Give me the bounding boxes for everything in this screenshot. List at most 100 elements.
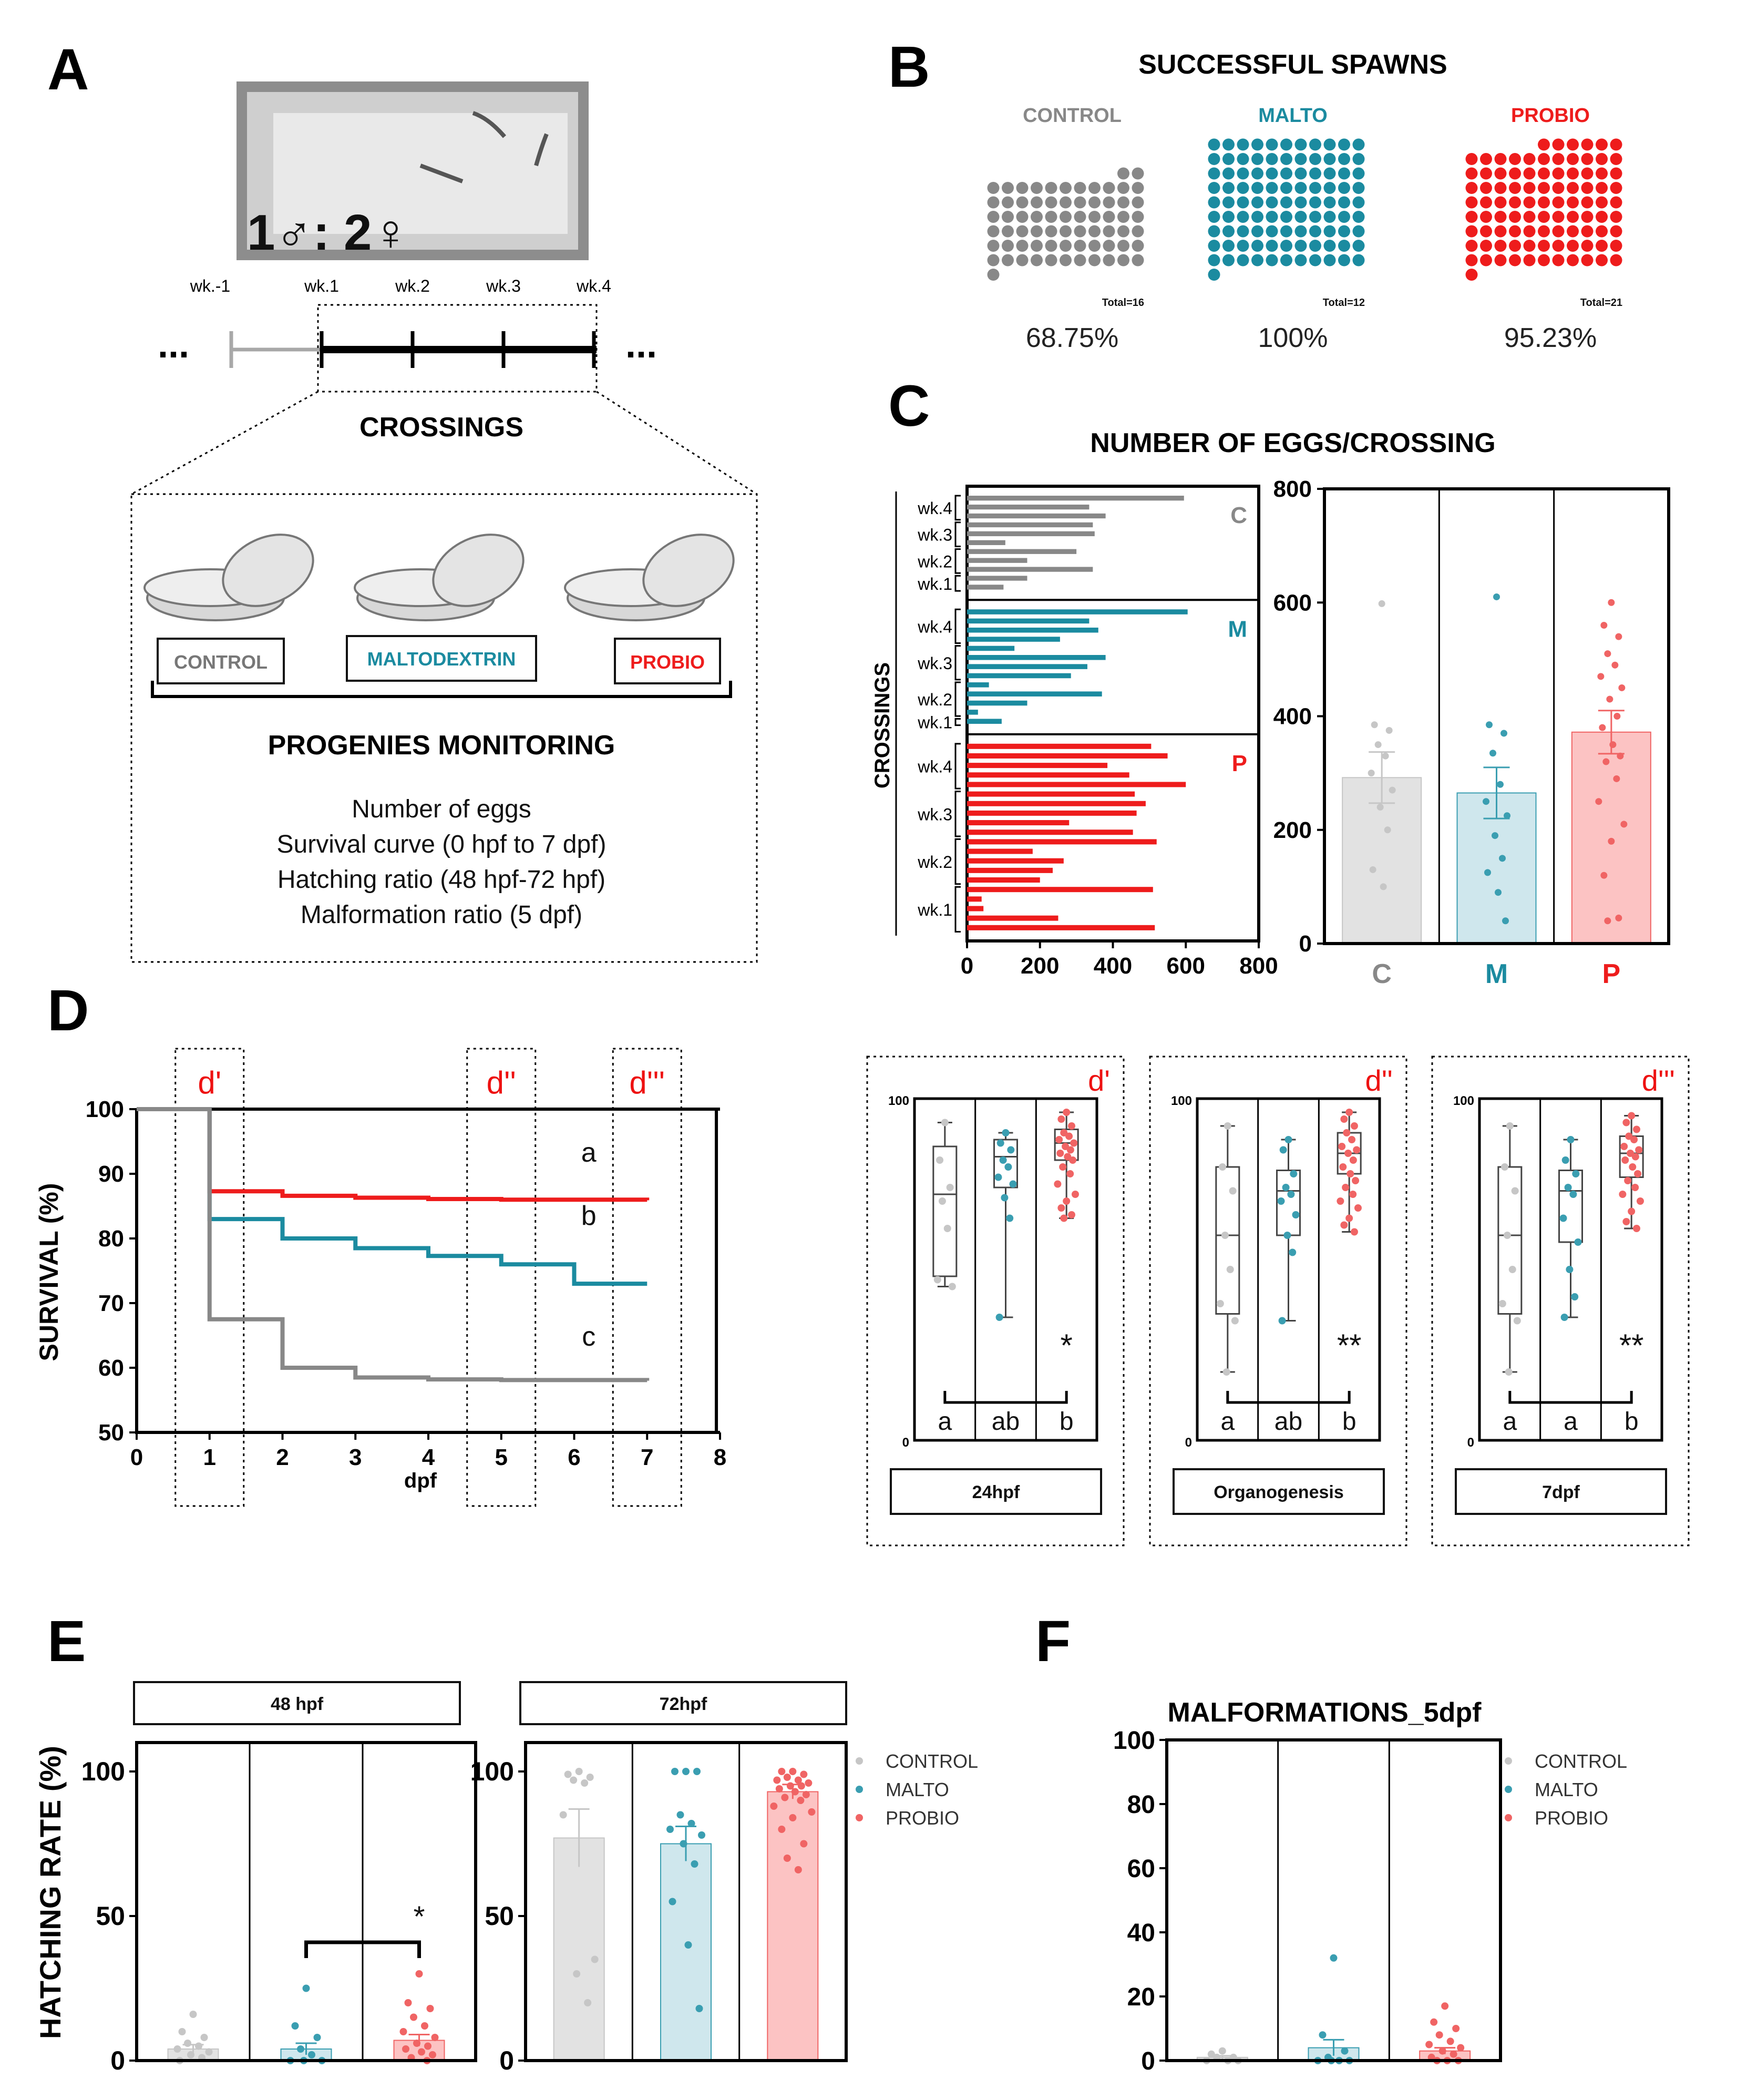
waffle-dot	[1610, 182, 1622, 194]
boxplot-point	[1340, 1221, 1348, 1229]
boxplot-point	[1057, 1115, 1065, 1123]
cbar-y-tick-label: 200	[1273, 817, 1312, 843]
boxplot-point	[1054, 1180, 1062, 1188]
waffle-dot	[1352, 196, 1365, 209]
hatch72-point	[808, 1808, 816, 1816]
survival-x-tick-label: 2	[276, 1445, 289, 1470]
waffle-dot	[1581, 182, 1594, 194]
boxplot-point	[1283, 1232, 1291, 1239]
waffle-dot	[1103, 196, 1115, 209]
waffle-dot	[1338, 167, 1350, 180]
waffle-dot	[1309, 167, 1321, 180]
boxplot-point	[1063, 1109, 1071, 1116]
boxplot-panel-border	[1149, 1056, 1407, 1546]
waffle-dot	[1338, 196, 1350, 209]
waffle-dot	[1074, 182, 1086, 194]
boxplot-point	[1621, 1156, 1629, 1164]
hbar-bar	[967, 719, 1002, 724]
boxplot-point	[1572, 1170, 1580, 1177]
boxplot-point	[1060, 1214, 1068, 1222]
boxplot-point	[1343, 1129, 1351, 1136]
waffle-dot	[1509, 196, 1521, 209]
boxplot-sig-bracket	[1508, 1391, 1633, 1404]
survival-x-tick-label: 6	[568, 1445, 580, 1470]
waffle-dot	[1581, 211, 1594, 223]
hatch-title: 72hpf	[660, 1694, 707, 1714]
survival-x-tick-label: 5	[495, 1445, 508, 1470]
waffle-dot	[1222, 167, 1235, 180]
hatch72-point	[797, 1782, 805, 1790]
waffle-dot	[1045, 196, 1057, 209]
waffle-dot	[1480, 153, 1492, 165]
survival-xlabel: dpf	[404, 1469, 437, 1492]
waffle-dot	[1352, 254, 1365, 267]
waffle-dot	[1465, 254, 1478, 267]
waffle-dot	[1002, 196, 1014, 209]
boxplot-point	[1622, 1119, 1630, 1126]
timeline-week: wk.3	[486, 276, 521, 295]
waffle-dot	[1222, 153, 1235, 165]
survival-window-label: d'	[198, 1065, 221, 1100]
waffle-dot	[1309, 225, 1321, 238]
waffle-total-label: Total=12	[1323, 297, 1365, 309]
boxplot-point	[1636, 1197, 1644, 1205]
cbar-point	[1376, 804, 1384, 811]
boxplot-point	[1630, 1136, 1638, 1143]
boxplot-point	[1560, 1314, 1568, 1321]
waffle-dot	[1338, 225, 1350, 238]
waffle-dot	[1538, 153, 1550, 165]
waffle-dot	[1002, 182, 1014, 194]
waffle-dot	[1132, 211, 1144, 223]
boxplot-point	[1629, 1163, 1637, 1171]
boxplot-point	[999, 1156, 1007, 1164]
hbar-bar	[967, 531, 1095, 537]
boxplot-point	[1345, 1109, 1353, 1116]
hatch48-point	[415, 1970, 423, 1978]
boxplot-panel-border	[866, 1056, 1125, 1546]
cbar-point	[1613, 713, 1621, 720]
boxplot-point	[946, 1184, 954, 1191]
waffle-dot	[1523, 240, 1536, 252]
waffle-dot	[987, 182, 1000, 194]
waffle-dot	[1266, 138, 1278, 151]
boxplot-point	[1289, 1248, 1297, 1256]
panel-a-label: A	[47, 37, 89, 102]
waffle-dot	[1581, 167, 1594, 180]
waffle-dot	[1567, 254, 1579, 267]
waffle-dot	[1323, 240, 1336, 252]
waffle-dot	[1480, 254, 1492, 267]
hatch72-point	[666, 1826, 674, 1833]
monitoring-title: PROGENIES MONITORING	[268, 730, 615, 761]
waffle-dot	[1132, 167, 1144, 180]
waffle-dot	[987, 269, 1000, 281]
hatch-legend-label: PROBIO	[886, 1807, 959, 1829]
cbar-point	[1504, 812, 1510, 819]
hatch72-y-tick-label: 0	[499, 2046, 514, 2075]
waffle-dot	[1222, 225, 1235, 238]
boxplot-point	[1624, 1177, 1632, 1184]
hbar-bar	[967, 915, 1058, 921]
malf-point	[1457, 2044, 1465, 2052]
boxplot-point	[1219, 1163, 1227, 1171]
hbar-week-bracket	[954, 645, 961, 681]
waffle-dot	[1280, 225, 1292, 238]
cbar-point	[1615, 633, 1622, 640]
waffle-dot	[1567, 225, 1579, 238]
waffle-dot	[1088, 182, 1101, 194]
waffle-dot	[1060, 211, 1072, 223]
crossing-window	[317, 304, 598, 393]
waffle-dot	[1002, 254, 1014, 267]
survival-x-tick-label: 0	[130, 1445, 143, 1470]
boxplot-point	[1069, 1156, 1077, 1164]
waffle-dot	[1016, 182, 1029, 194]
boxplot-point	[1561, 1156, 1569, 1164]
hatch48-point	[297, 2045, 304, 2053]
hbar-bar	[967, 673, 1071, 679]
waffle-dot	[1323, 153, 1336, 165]
boxplot-point	[1292, 1211, 1300, 1218]
boxplot-point	[1513, 1317, 1521, 1325]
waffle-dot	[1103, 254, 1115, 267]
survival-x-tick-label: 8	[714, 1445, 726, 1470]
waffle-dot	[1208, 211, 1220, 223]
waffle-dot	[1480, 182, 1492, 194]
